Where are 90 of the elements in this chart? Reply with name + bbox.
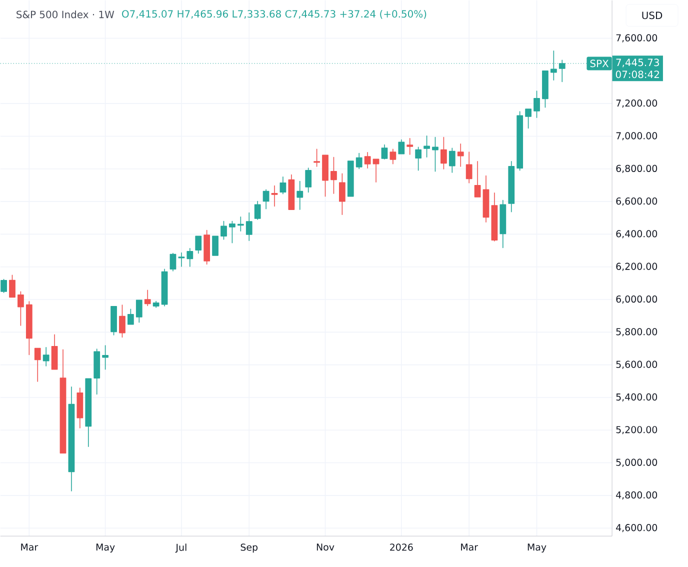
candlestick bbox=[110, 306, 117, 336]
text: 07:08:42 bbox=[616, 70, 659, 78]
text: USD bbox=[642, 12, 662, 20]
candlestick bbox=[542, 70, 548, 108]
candlestick bbox=[280, 176, 286, 194]
candlestick bbox=[161, 268, 168, 306]
candlestick bbox=[26, 301, 32, 356]
candlestick bbox=[76, 388, 84, 428]
x-tick-label: Jul bbox=[175, 544, 186, 553]
candlestick bbox=[195, 236, 202, 254]
candlestick bbox=[330, 156, 337, 194]
text: O7,415.07 H7,465.96 L7,333.68 C7,445.73 +37.24 (+0.50%) bbox=[122, 10, 426, 19]
candlestick bbox=[390, 148, 396, 164]
candlestick bbox=[0, 278, 7, 294]
candlestick bbox=[305, 168, 312, 193]
candlestick bbox=[170, 252, 176, 272]
y-tick-label: 6,400.00 bbox=[616, 230, 658, 238]
candlestick bbox=[152, 300, 160, 308]
y-tick-label: 7,000.00 bbox=[616, 132, 658, 140]
candlestick bbox=[457, 143, 464, 167]
candlestick bbox=[356, 152, 362, 170]
candlestick bbox=[372, 158, 380, 182]
x-tick-label: Sep bbox=[240, 544, 258, 553]
y-tick-label: 6,000.00 bbox=[616, 295, 658, 304]
candlestick bbox=[119, 304, 126, 338]
candlestick bbox=[448, 148, 456, 173]
y-tick-label: 5,400.00 bbox=[616, 393, 658, 402]
candlestick bbox=[68, 386, 75, 492]
x-tick-label: Mar bbox=[461, 544, 478, 551]
y-tick-label: 6,200.00 bbox=[616, 262, 658, 271]
candlestick bbox=[94, 348, 100, 395]
y-tick-label: 5,200.00 bbox=[616, 426, 658, 434]
y-tick-label: 4,800.00 bbox=[616, 491, 658, 500]
candlestick bbox=[51, 334, 58, 370]
candlestick bbox=[212, 236, 218, 256]
candlestick bbox=[314, 148, 320, 167]
candlestick bbox=[60, 349, 66, 454]
candlestick bbox=[466, 152, 472, 184]
candlestick bbox=[34, 348, 41, 382]
candlestick bbox=[364, 152, 371, 168]
candlestick bbox=[186, 248, 194, 267]
candlestick bbox=[296, 180, 304, 210]
candlestick bbox=[178, 252, 185, 267]
candlestick bbox=[229, 220, 236, 244]
candlestick bbox=[508, 160, 515, 212]
candlestick bbox=[347, 160, 354, 197]
candlestick bbox=[271, 185, 278, 207]
candlestick bbox=[254, 200, 261, 220]
y-tick-label: 5,800.00 bbox=[616, 328, 658, 336]
candlestick bbox=[500, 200, 506, 248]
candlestick bbox=[288, 174, 295, 210]
candlestick bbox=[338, 173, 346, 215]
y-tick-label: 5,600.00 bbox=[616, 360, 658, 369]
candlestick bbox=[491, 192, 498, 242]
y-tick-label: 6,600.00 bbox=[616, 197, 658, 206]
candlestick bbox=[516, 111, 524, 171]
candlestick bbox=[136, 300, 142, 323]
candlestick bbox=[204, 230, 210, 265]
candlestick bbox=[398, 139, 405, 154]
candlestick bbox=[482, 175, 490, 222]
candlestick bbox=[534, 90, 540, 118]
candlestick bbox=[42, 346, 50, 366]
y-tick-label: 6,800.00 bbox=[616, 164, 658, 173]
y-tick-label: 5,000.00 bbox=[616, 458, 658, 467]
candlestick bbox=[525, 108, 532, 129]
candlestick bbox=[322, 154, 328, 197]
candlestick bbox=[18, 291, 24, 326]
candlestick bbox=[415, 146, 422, 171]
candlestick bbox=[406, 138, 414, 155]
candlestick bbox=[246, 212, 252, 241]
candlestick bbox=[381, 144, 388, 160]
candlestick bbox=[144, 290, 151, 306]
x-tick-label: May bbox=[96, 544, 115, 552]
y-tick-label: 7,200.00 bbox=[616, 99, 658, 108]
candlestick bbox=[220, 220, 227, 240]
x-tick-label: 2026 bbox=[390, 544, 413, 551]
y-tick-label: 7,600.00 bbox=[616, 34, 658, 42]
candlestick bbox=[127, 308, 134, 325]
x-tick-label: Mar bbox=[21, 544, 38, 551]
candlestick bbox=[9, 274, 16, 298]
candlestick bbox=[262, 189, 270, 210]
text: 7,445.73 bbox=[616, 58, 659, 68]
x-tick-label: May bbox=[528, 544, 546, 552]
candlestick bbox=[440, 136, 447, 170]
y-tick-label: 4,600.00 bbox=[616, 524, 658, 532]
text: S&P 500 Index · 1W bbox=[16, 10, 114, 18]
ref-line-label: SPX bbox=[590, 60, 609, 68]
x-tick-label: Nov bbox=[316, 544, 334, 551]
candlestick bbox=[474, 160, 481, 198]
candlestick bbox=[85, 378, 92, 447]
